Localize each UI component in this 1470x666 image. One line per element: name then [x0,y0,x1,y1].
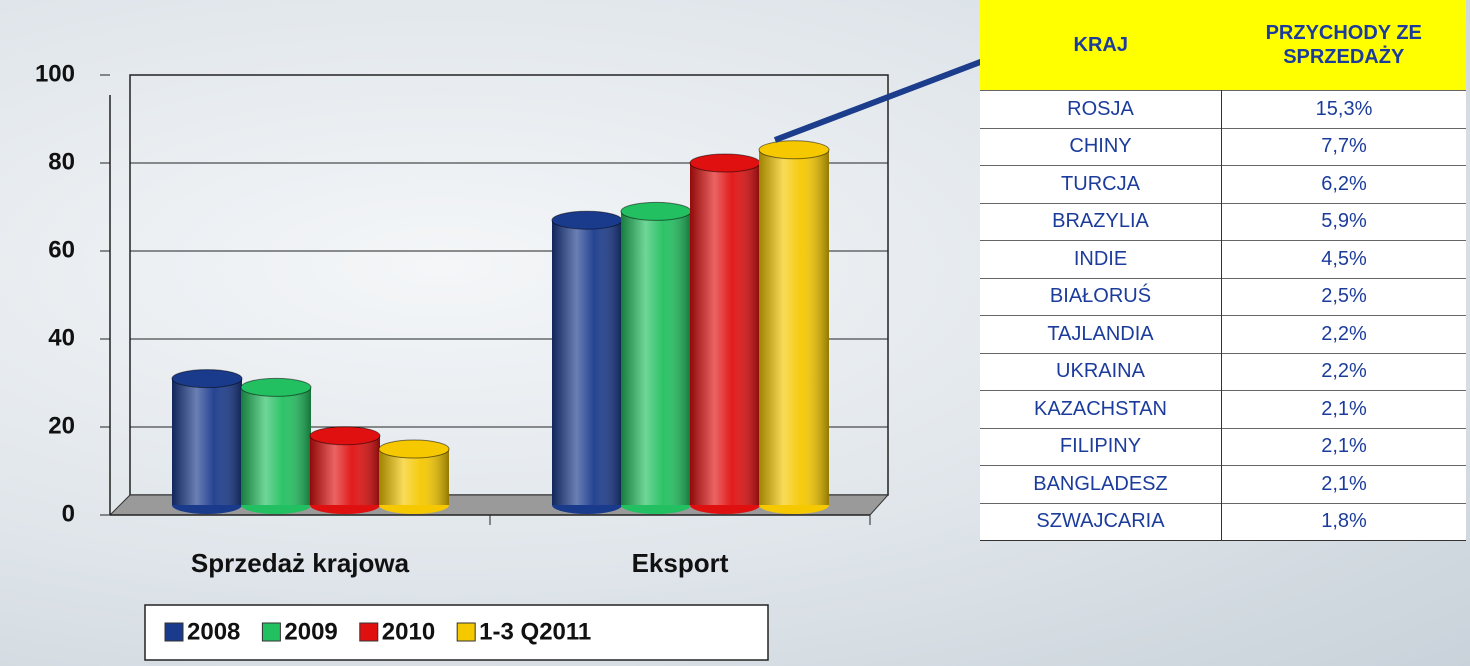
revenue-share: 2,2% [1222,353,1467,391]
bar-top [379,440,449,458]
y-tick-label: 60 [48,236,75,263]
country-name: BRAZYLIA [980,203,1222,241]
x-tick-label: Eksport [632,548,729,578]
country-name: SZWAJCARIA [980,503,1222,541]
revenue-share: 2,5% [1222,278,1467,316]
revenue-share: 2,1% [1222,428,1467,466]
legend-swatch [165,623,183,641]
y-tick-label: 100 [35,60,75,87]
bar-shine [172,379,242,505]
legend-label: 2008 [187,618,240,645]
bar-top [552,211,622,229]
revenue-share: 6,2% [1222,166,1467,204]
country-name: UKRAINA [980,353,1222,391]
country-name: BIAŁORUŚ [980,278,1222,316]
country-name: INDIE [980,241,1222,279]
bar-shine [621,211,691,505]
revenue-share: 2,1% [1222,391,1467,429]
revenue-share: 7,7% [1222,128,1467,166]
country-name: FILIPINY [980,428,1222,466]
y-tick-label: 80 [48,148,75,175]
revenue-share: 15,3% [1222,91,1467,129]
slide: 0 20 40 60 80 100 Sprzedaż krajowa Eksport 2008 2… [0,0,1470,666]
y-tick-label: 40 [48,324,75,351]
y-tick-label: 20 [48,412,75,439]
bar-top [241,378,311,396]
revenue-share: 5,9% [1222,203,1467,241]
bar-shine [552,220,622,505]
revenue-share: 4,5% [1222,241,1467,279]
revenue-share: 1,8% [1222,503,1467,541]
bar-top [621,202,691,220]
legend-label: 2009 [284,618,337,645]
y-tick-label: 0 [62,500,75,527]
revenue-share: 2,1% [1222,466,1467,504]
bar-shine [241,387,311,505]
bar-top [690,154,760,172]
revenue-share: 2,2% [1222,316,1467,354]
country-name: BANGLADESZ [980,466,1222,504]
table-header-cell: KRAJ [980,0,1222,91]
bar-shine [759,150,829,505]
legend-label: 1-3 Q2011 [479,618,591,645]
legend-swatch [457,623,475,641]
country-name: TURCJA [980,166,1222,204]
country-name: ROSJA [980,91,1222,129]
country-name: KAZACHSTAN [980,391,1222,429]
table-header-cell: PRZYCHODY ZE SPRZEDAŻY [1222,0,1467,91]
bar-top [759,141,829,159]
country-name: CHINY [980,128,1222,166]
legend-swatch [360,623,378,641]
bar-shine [310,436,380,505]
x-tick-label: Sprzedaż krajowa [191,548,410,578]
bar-top [310,427,380,445]
bar-shine [690,163,760,505]
country-name: TAJLANDIA [980,316,1222,354]
legend-label: 2010 [382,618,435,645]
bar-top [172,370,242,388]
legend-swatch [262,623,280,641]
